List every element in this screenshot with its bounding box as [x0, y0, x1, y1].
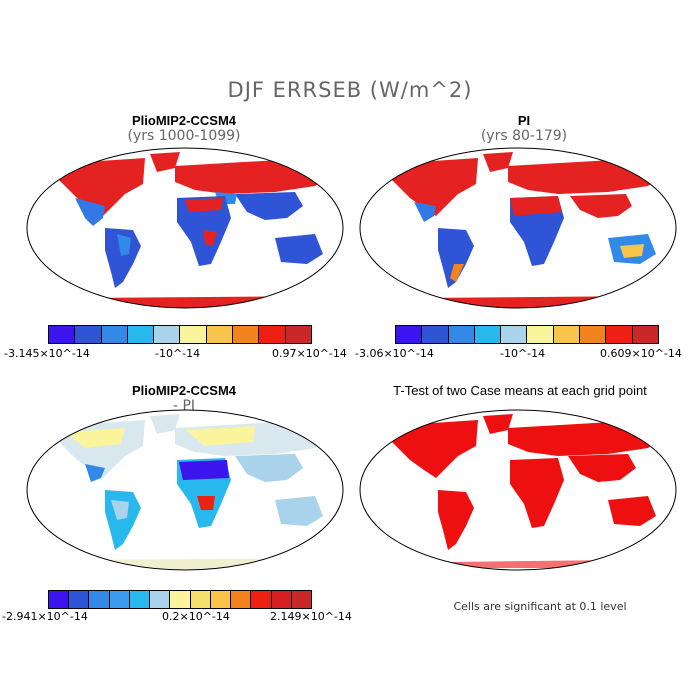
- significance-note: Cells are significant at 0.1 level: [453, 600, 627, 613]
- cb2-swatch: [448, 326, 475, 343]
- cb2-swatch: [606, 326, 633, 343]
- cb3-label-mid: 0.2×10^-14: [162, 610, 230, 623]
- cb3-swatch: [49, 591, 70, 608]
- colorbar-bottom-left: [48, 590, 312, 609]
- panel-title-bottom-right: T-Test of two Case means at each grid po…: [393, 383, 647, 398]
- cb2-swatch: [632, 326, 658, 343]
- panel-title-top-right: PI: [517, 113, 531, 128]
- cb2-swatch: [527, 326, 554, 343]
- cb2-swatch: [396, 326, 423, 343]
- cb2-label-max: 0.609×10^-14: [600, 347, 682, 360]
- cb3-swatch: [129, 591, 151, 608]
- cb3-swatch: [291, 591, 312, 608]
- panel-subtitle-top-left: (yrs 1000-1099): [127, 128, 241, 144]
- cb3-label-min: -2.941×10^-14: [2, 610, 88, 623]
- cb1-swatch: [101, 326, 128, 343]
- panel-subtitle-top-right: (yrs 80-179): [480, 128, 568, 144]
- cb3-swatch: [170, 591, 191, 608]
- cb3-swatch: [109, 591, 130, 608]
- cb3-swatch: [69, 591, 90, 608]
- cb3-swatch: [210, 591, 232, 608]
- cb1-swatch: [154, 326, 181, 343]
- cb1-swatch: [180, 326, 207, 343]
- figure-title: DJF ERRSEB (W/m^2): [227, 78, 473, 102]
- map-top-left: [26, 147, 344, 309]
- map-top-right: [359, 147, 677, 309]
- colorbar-top-right: [395, 325, 659, 344]
- cb1-swatch: [206, 326, 234, 343]
- cb1-swatch: [285, 326, 311, 343]
- cb1-swatch: [127, 326, 155, 343]
- colorbar-top-left: [48, 325, 312, 344]
- cb2-swatch: [501, 326, 528, 343]
- map-bottom-right: [359, 409, 677, 571]
- cb2-swatch: [422, 326, 449, 343]
- cb1-label-mid: -10^-14: [155, 347, 201, 360]
- cb3-swatch: [190, 591, 211, 608]
- cb2-swatch: [474, 326, 502, 343]
- cb3-label-max: 2.149×10^-14: [270, 610, 352, 623]
- cb2-label-mid: -10^-14: [500, 347, 546, 360]
- cb2-label-min: -3.06×10^-14: [355, 347, 434, 360]
- cb3-swatch: [251, 591, 272, 608]
- cb2-swatch: [553, 326, 581, 343]
- cb3-swatch: [150, 591, 171, 608]
- panel-title-bottom-left: PlioMIP2-CCSM4: [131, 383, 236, 398]
- cb3-swatch: [231, 591, 252, 608]
- panel-title-top-left: PlioMIP2-CCSM4: [131, 113, 236, 128]
- cb3-swatch: [89, 591, 110, 608]
- cb3-swatch: [271, 591, 292, 608]
- cb1-swatch: [49, 326, 76, 343]
- cb1-label-max: 0.97×10^-14: [272, 347, 347, 360]
- cb1-swatch: [259, 326, 286, 343]
- cb1-swatch: [233, 326, 260, 343]
- map-bottom-left: [26, 409, 344, 571]
- cb1-swatch: [75, 326, 102, 343]
- cb1-label-min: -3.145×10^-14: [4, 347, 90, 360]
- cb2-swatch: [580, 326, 607, 343]
